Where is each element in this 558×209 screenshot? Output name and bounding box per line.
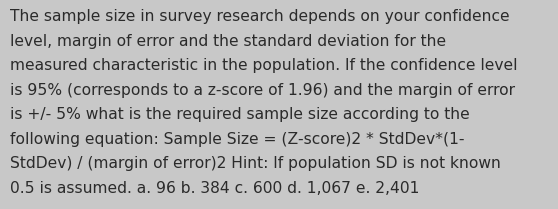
Text: The sample size in survey research depends on your confidence: The sample size in survey research depen…	[10, 9, 509, 24]
Text: 0.5 is assumed. a. 96 b. 384 c. 600 d. 1,067 e. 2,401: 0.5 is assumed. a. 96 b. 384 c. 600 d. 1…	[10, 181, 420, 196]
Text: is +/- 5% what is the required sample size according to the: is +/- 5% what is the required sample si…	[10, 107, 470, 122]
Text: is 95% (corresponds to a z-score of 1.96) and the margin of error: is 95% (corresponds to a z-score of 1.96…	[10, 83, 515, 98]
Text: StdDev) / (margin of error)2 Hint: If population SD is not known: StdDev) / (margin of error)2 Hint: If po…	[10, 156, 501, 171]
Text: following equation: Sample Size = (Z-score)2 * StdDev*(1-: following equation: Sample Size = (Z-sco…	[10, 132, 465, 147]
Text: measured characteristic in the population. If the confidence level: measured characteristic in the populatio…	[10, 58, 517, 73]
Text: level, margin of error and the standard deviation for the: level, margin of error and the standard …	[10, 34, 446, 49]
